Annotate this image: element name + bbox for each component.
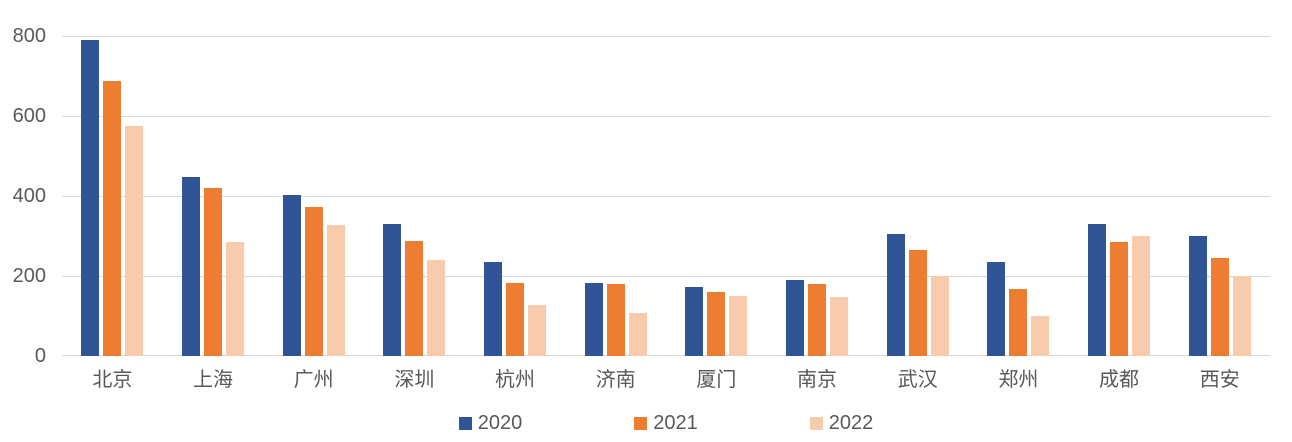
y-tick-label-200: 200 [12,265,46,287]
y-tick-label-0: 0 [34,345,46,367]
x-axis: 北京 上海 广州 深圳 杭州 济南 厦门 南京 武汉 郑州 成都 西安 [62,363,1270,392]
legend-swatch-2022 [809,417,823,430]
bar-group-深圳 [364,36,465,356]
bar-广州-2020 [282,194,301,356]
legend: 2020 2021 2022 [62,412,1270,435]
y-tick-label-600: 600 [12,105,46,127]
bar-南京-2022 [830,296,849,356]
x-label-郑州: 郑州 [998,369,1039,391]
legend-label-2022: 2022 [828,412,874,434]
plot-area [62,36,1270,356]
bar-成都-2020 [1088,224,1107,356]
gridline-y-200 [62,276,1270,277]
x-label-北京: 北京 [92,369,133,391]
bar-group-上海 [163,36,264,356]
bar-杭州-2021 [506,282,525,356]
bar-北京-2022 [125,126,144,356]
gridline-y-800 [62,36,1270,37]
bar-group-西安 [1169,36,1270,356]
bar-广州-2022 [326,224,345,356]
bar-杭州-2020 [484,262,503,356]
bar-group-成都 [1069,36,1170,356]
bar-南京-2021 [808,283,827,356]
y-tick-label-800: 800 [12,25,46,47]
bar-上海-2022 [226,241,244,356]
x-label-厦门: 厦门 [696,369,737,391]
x-label-成都: 成都 [1099,369,1140,391]
bar-深圳-2020 [383,224,402,356]
bar-武汉-2022 [930,275,949,356]
bar-西安-2021 [1210,258,1229,356]
y-tick-label-400: 400 [12,185,46,207]
legend-item-2021: 2021 [634,412,698,435]
bar-西安-2022 [1232,276,1251,356]
bar-济南-2021 [606,284,625,356]
bar-成都-2021 [1110,242,1129,356]
x-axis-line [62,355,1270,356]
bar-西安-2020 [1188,236,1207,356]
bar-北京-2020 [81,40,100,356]
x-label-济南: 济南 [595,369,636,391]
bar-上海-2020 [182,176,200,356]
bar-深圳-2021 [405,240,424,356]
bar-济南-2022 [628,313,647,356]
bar-郑州-2022 [1031,316,1050,356]
x-label-南京: 南京 [797,369,838,391]
bar-group-北京 [62,36,163,356]
x-label-西安: 西安 [1199,369,1240,391]
bar-郑州-2021 [1009,288,1028,356]
bar-北京-2021 [103,80,122,356]
bar-武汉-2021 [908,249,927,356]
x-label-杭州: 杭州 [495,369,536,391]
legend-label-2020: 2020 [477,412,523,434]
x-label-深圳: 深圳 [394,369,435,391]
x-label-武汉: 武汉 [897,369,938,391]
bar-厦门-2022 [729,296,748,356]
bar-groups [62,36,1270,356]
gridline-y-400 [62,196,1270,197]
legend-item-2020: 2020 [458,412,523,435]
legend-item-2022: 2022 [809,412,874,435]
bar-广州-2021 [304,206,323,356]
bar-武汉-2020 [886,234,905,356]
y-axis: 0 200 400 600 800 [0,26,46,366]
bar-group-郑州 [968,36,1069,356]
bar-杭州-2022 [528,304,547,356]
legend-swatch-2021 [634,417,648,430]
gridline-y-600 [62,116,1270,117]
bar-厦门-2020 [685,287,704,356]
x-label-广州: 广州 [293,369,334,391]
bar-郑州-2020 [987,262,1006,356]
bar-成都-2022 [1132,236,1151,356]
bar-group-厦门 [666,36,767,356]
bar-group-南京 [767,36,868,356]
legend-swatch-2020 [458,417,472,430]
bar-南京-2020 [786,280,805,356]
bar-上海-2021 [204,188,222,356]
x-label-上海: 上海 [193,369,233,391]
bar-济南-2020 [584,282,603,356]
bar-厦门-2021 [707,291,726,356]
legend-label-2021: 2021 [653,412,698,434]
bar-group-杭州 [465,36,566,356]
bar-深圳-2022 [427,260,446,356]
bar-group-济南 [565,36,666,356]
bar-group-广州 [263,36,364,356]
bar-group-武汉 [867,36,968,356]
